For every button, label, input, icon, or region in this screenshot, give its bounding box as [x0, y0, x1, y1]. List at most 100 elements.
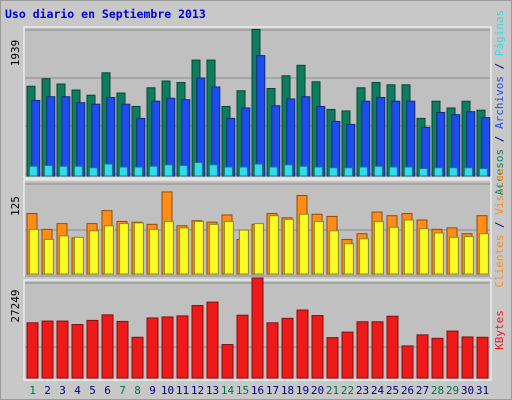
bar-p-ginas-day-1: [28, 165, 38, 177]
bar-sitios-day-25: [388, 226, 399, 275]
bar-kbytes-day-27: [416, 334, 429, 379]
xtick-day-2: 2: [44, 384, 51, 397]
bar-kbytes-day-14: [221, 344, 234, 379]
bar-kbytes-day-2: [41, 320, 54, 379]
bar-archivos-day-12: [196, 77, 206, 177]
bar-sitios-day-10: [163, 220, 174, 275]
bar-p-ginas-day-19: [298, 165, 308, 177]
legend-item-kbytes: KBytes: [493, 310, 506, 350]
legend-item-accesos: Accesos: [493, 149, 506, 195]
xtick-day-5: 5: [89, 384, 96, 397]
bar-archivos-day-13: [211, 86, 221, 177]
xtick-day-17: 17: [266, 384, 279, 397]
bar-kbytes-day-20: [311, 315, 324, 379]
xtick-day-9: 9: [149, 384, 156, 397]
xtick-day-23: 23: [356, 384, 369, 397]
panel-top-ytick-label: 1939: [9, 40, 22, 67]
bar-kbytes-day-18: [281, 317, 294, 379]
bar-archivos-day-15: [241, 107, 251, 177]
bar-p-ginas-day-26: [403, 166, 413, 177]
bar-sitios-day-26: [403, 219, 414, 275]
bar-sitios-day-2: [43, 238, 54, 275]
bar-kbytes-day-8: [131, 336, 144, 379]
xtick-day-19: 19: [296, 384, 309, 397]
xtick-day-15: 15: [236, 384, 249, 397]
xtick-day-12: 12: [191, 384, 204, 397]
bar-archivos-day-24: [376, 96, 386, 177]
bar-p-ginas-day-15: [238, 166, 248, 177]
bar-sitios-day-20: [313, 220, 324, 275]
panel-top-legend: Accesos / Archivos / Páginas: [493, 10, 506, 195]
xtick-day-14: 14: [221, 384, 235, 397]
bar-kbytes-day-19: [296, 309, 309, 379]
xtick-day-29: 29: [446, 384, 459, 397]
bar-p-ginas-day-6: [103, 163, 113, 177]
bar-sitios-day-12: [193, 220, 204, 275]
bar-archivos-day-26: [406, 100, 416, 177]
bar-sitios-day-24: [373, 220, 384, 275]
legend-item-visitas: Visitas: [493, 168, 506, 221]
bar-kbytes-day-12: [191, 305, 204, 379]
bar-p-ginas-day-16: [253, 163, 263, 177]
bar-p-ginas-day-21: [328, 167, 338, 177]
bar-p-ginas-day-14: [223, 166, 233, 177]
bar-p-ginas-day-10: [163, 164, 173, 177]
bar-kbytes-day-21: [326, 337, 339, 379]
bar-p-ginas-day-20: [313, 166, 323, 177]
xtick-day-3: 3: [59, 384, 66, 397]
bar-p-ginas-day-7: [118, 166, 128, 177]
bar-kbytes-day-1: [26, 322, 39, 379]
bar-archivos-day-16: [256, 55, 266, 177]
bar-kbytes-day-15: [236, 314, 249, 379]
bar-archivos-day-28: [436, 111, 446, 177]
bar-sitios-day-22: [343, 243, 354, 275]
xtick-day-11: 11: [176, 384, 189, 397]
bar-sitios-day-5: [88, 230, 99, 275]
xtick-day-24: 24: [371, 384, 385, 397]
bar-kbytes-day-9: [146, 317, 159, 379]
bar-archivos-day-23: [361, 100, 371, 177]
bar-sitios-day-3: [58, 235, 69, 275]
bar-p-ginas-day-3: [58, 165, 68, 177]
bar-p-ginas-day-2: [43, 165, 53, 177]
bar-sitios-day-6: [103, 225, 114, 275]
bar-p-ginas-day-23: [358, 166, 368, 177]
bar-archivos-day-29: [451, 114, 461, 177]
bar-kbytes-day-23: [356, 321, 369, 379]
legend-item-archivos: Archivos: [493, 76, 506, 136]
bar-sitios-day-7: [118, 223, 129, 275]
bar-sitios-day-16: [253, 223, 264, 275]
bar-archivos-day-7: [121, 103, 131, 177]
bar-kbytes-day-26: [401, 345, 414, 379]
bar-p-ginas-day-9: [148, 165, 158, 177]
xtick-day-8: 8: [134, 384, 141, 397]
xtick-day-30: 30: [461, 384, 474, 397]
bar-archivos-day-9: [151, 100, 161, 177]
xtick-day-10: 10: [161, 384, 174, 397]
legend-item-clientes: Clientes: [493, 235, 506, 288]
bar-archivos-day-1: [31, 99, 41, 177]
xtick-day-4: 4: [74, 384, 81, 397]
bar-sitios-day-15: [238, 229, 249, 275]
bar-kbytes-day-10: [161, 316, 174, 379]
panel-middle-ytick-label: 125: [9, 196, 22, 216]
bar-archivos-day-17: [271, 105, 281, 177]
xtick-day-18: 18: [281, 384, 294, 397]
bar-kbytes-day-22: [341, 331, 354, 379]
bar-sitios-day-1: [28, 228, 39, 275]
xtick-day-26: 26: [401, 384, 414, 397]
bar-sitios-day-4: [73, 236, 84, 275]
bar-p-ginas-day-4: [73, 165, 83, 177]
xtick-day-13: 13: [206, 384, 219, 397]
bar-sitios-day-17: [268, 215, 279, 275]
bar-archivos-day-19: [301, 96, 311, 177]
bar-p-ginas-day-27: [418, 168, 428, 177]
bar-sitios-day-29: [448, 236, 459, 275]
bar-kbytes-day-11: [176, 315, 189, 379]
bar-sitios-day-13: [208, 223, 219, 275]
bar-sitios-day-27: [418, 228, 429, 275]
bar-sitios-day-19: [298, 213, 309, 275]
bar-archivos-day-30: [466, 111, 476, 177]
bar-archivos-day-25: [391, 100, 401, 177]
panel-middle-legend: Clientes / Visitas: [493, 168, 506, 287]
